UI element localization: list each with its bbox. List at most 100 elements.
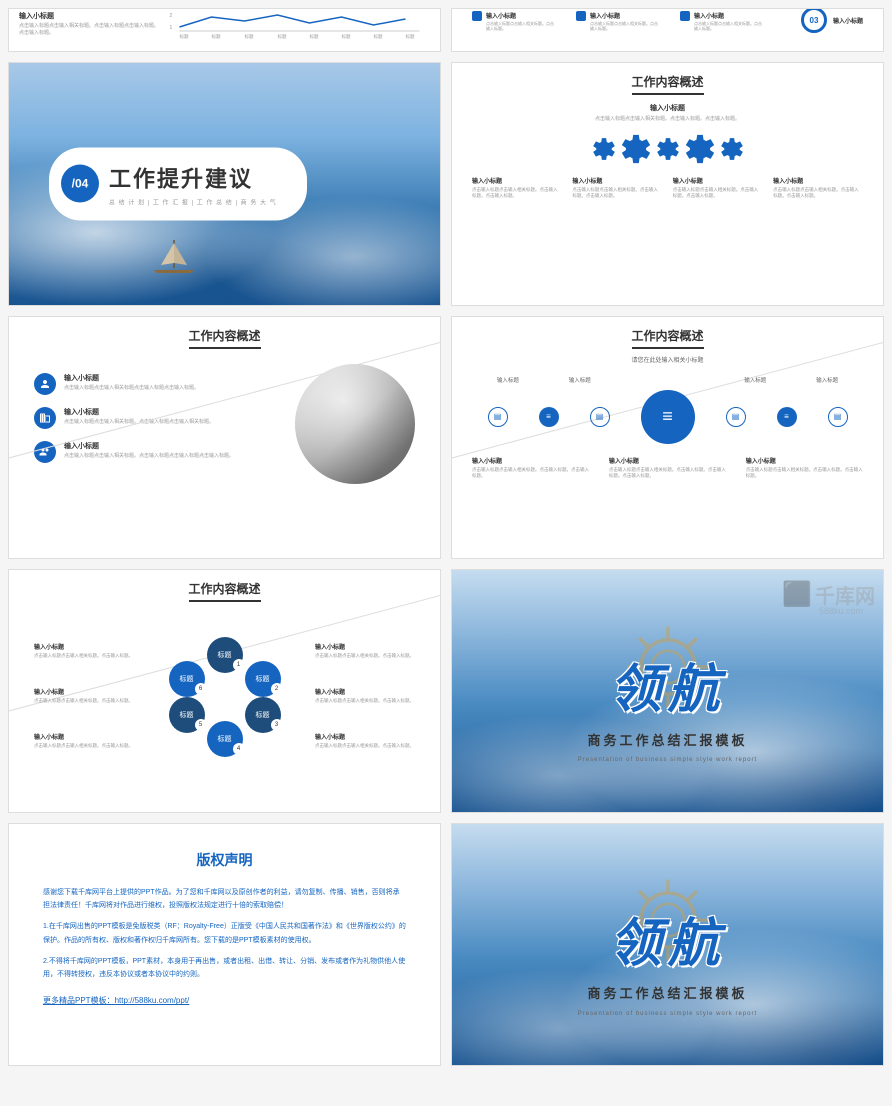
svg-text:标题: 标题 [406, 33, 415, 39]
square-icon [472, 11, 482, 21]
gear-icon [619, 132, 653, 166]
svg-text:标题: 标题 [374, 33, 383, 39]
copyright-p2: 1.在千库网出售的PPT模板是免版税类（RF：Royalty-Free）正版受《… [43, 920, 406, 947]
side-title: 输入小标题 [34, 687, 134, 696]
copyright-p3: 2.不得将千库网的PPT模板，PPT素材，本身用于再出售，或者出租、出借、转让、… [43, 955, 406, 982]
slide-cover-end: 领航 商务工作总结汇报模板 Presentation of business s… [451, 823, 884, 1067]
item-title: 输入小标题 [64, 373, 199, 383]
slide-icon-list: 工作内容概述 输入小标题点击输入标题点击输入相关标题点击输入标题点击输入标题。 … [8, 316, 441, 560]
feature-item: 输入小标题 点击输入标题点击输入相关标题。点击输入标题。 [576, 11, 660, 31]
copyright-title: 版权声明 [43, 850, 406, 870]
item-text: 点击输入标题点击输入相关标题。点击输入标题。 [486, 21, 556, 31]
watermark: ⬛千库网 [782, 580, 875, 609]
doc-icon: ▤ [488, 407, 508, 427]
side-body: 点击输入标题点击输入相关标题。点击输入标题。 [315, 653, 415, 659]
slide-partial-chart: 输入小标题 点击输入标题点击输入相关标题。点击输入标题点击输入标题。点击输入标题… [8, 8, 441, 52]
bubble: 标题 [169, 661, 205, 697]
gear-icon [655, 136, 681, 162]
slide-center-circle: 工作内容概述 请您在此处输入相关小标题 输入标题 输入标题 输入标题 输入标题 … [451, 316, 884, 560]
item-title: 输入小标题 [590, 11, 660, 20]
side-body: 点击输入标题点击输入相关标题。点击输入标题。 [34, 743, 134, 749]
item-text: 点击输入标题点击输入相关标题。点击输入标题。 [590, 21, 660, 31]
feature-item: 输入小标题 点击输入标题点击输入相关标题。点击输入标题。 [680, 11, 764, 31]
svg-text:标题: 标题 [278, 33, 287, 39]
section-number: /04 [61, 165, 99, 203]
col-text: 点击输入标题点击输入相关标题。点击输入标题。点击输入标题。 [572, 187, 662, 200]
item-title: 输入小标题 [486, 11, 556, 20]
cover-subtitle: 商务工作总结汇报模板 [587, 730, 747, 749]
line-chart: 2 1 标题 标题 标题 标题 标题 标题 标题 标题 [169, 9, 430, 39]
cover-english: Presentation of business simple style wo… [578, 1011, 757, 1017]
link-url[interactable]: http://588ku.com/ppt/ [115, 996, 190, 1005]
tag: 输入标题 [569, 376, 591, 384]
list-item: 输入小标题点击输入标题点击输入相关标题点击输入标题点击输入标题。 [34, 373, 275, 395]
column: 输入小标题点击输入标题点击输入相关标题。点击输入标题。点击输入标题。 [673, 176, 763, 200]
side-text: 输入小标题点击输入标题点击输入相关标题。点击输入标题。 [34, 732, 134, 749]
slide-cover: ⬛千库网 588ku.com 领航 商务工作总结汇报模板 Presentatio… [451, 569, 884, 813]
col-text: 点击输入标题点击输入相关标题。点击输入标题。点击输入标题。 [746, 467, 863, 480]
bubble: 标题 [245, 697, 281, 733]
slide-section-divider: /04 工作提升建议 总 结 计 划 | 工 作 汇 报 | 工 作 总 结 |… [8, 62, 441, 306]
col-text: 点击输入标题点击输入相关标题。点击输入标题。点击输入标题。点击输入标题。 [609, 467, 726, 480]
item-title: 输入小标题 [694, 11, 764, 20]
cover-title: 领航 [609, 901, 725, 976]
tag: 输入标题 [744, 376, 766, 384]
gear-icon [591, 136, 617, 162]
col-title: 输入小标题 [773, 176, 863, 185]
cover-title: 领航 [609, 647, 725, 722]
slide-copyright: 版权声明 感谢您下载千库网平台上提供的PPT作品。为了您和千库网以及原创作者的利… [8, 823, 441, 1067]
col-title: 输入小标题 [609, 456, 726, 465]
right-title: 输入小标题 [833, 16, 863, 25]
svg-text:标题: 标题 [245, 33, 254, 39]
subtitle: 输入小标题 [19, 11, 159, 21]
slide-hex-bubbles: 工作内容概述 标题 标题 标题 标题 标题 标题 输入小标题点击输入标题点击输入… [8, 569, 441, 813]
side-title: 输入小标题 [34, 732, 134, 741]
svg-text:2: 2 [170, 13, 173, 19]
side-body: 点击输入标题点击输入相关标题。点击输入标题。 [315, 698, 415, 704]
item-text: 点击输入标题点击输入相关标题。点击输入标题点击输入标题点击输入标题。 [64, 453, 234, 460]
doc-icon: ▤ [828, 407, 848, 427]
doc-icon: ▤ [590, 407, 610, 427]
column: 输入小标题点击输入标题点击输入相关标题。点击输入标题。点击输入标题。 [472, 176, 562, 200]
svg-text:1: 1 [170, 25, 173, 31]
side-text: 输入小标题点击输入标题点击输入相关标题。点击输入标题。 [34, 642, 134, 659]
side-body: 点击输入标题点击输入相关标题。点击输入标题。 [315, 743, 415, 749]
slide-gears: 工作内容概述 输入小标题 点击输入标题点击输入相关标题。点击输入标题。点击输入标… [451, 62, 884, 306]
side-text: 输入小标题点击输入标题点击输入相关标题。点击输入标题。 [315, 642, 415, 659]
column: 输入小标题点击输入标题点击输入相关标题。点击输入标题。点击输入标题。点击输入标题… [609, 456, 726, 480]
slide-partial-icons: 输入小标题 点击输入标题点击输入相关标题。点击输入标题。 输入小标题 点击输入标… [451, 8, 884, 52]
column: 输入小标题点击输入标题点击输入相关标题。点击输入标题。点击输入标题。 [472, 456, 589, 480]
watermark-url: 588ku.com [819, 606, 863, 616]
col-title: 输入小标题 [746, 456, 863, 465]
item-text: 点击输入标题点击输入相关标题点击输入标题点击输入标题。 [64, 385, 199, 392]
top-subtitle: 输入小标题 [462, 103, 873, 113]
side-title: 输入小标题 [34, 642, 134, 651]
col-title: 输入小标题 [673, 176, 763, 185]
bubble: 标题 [207, 637, 243, 673]
list-icon: ≡ [539, 407, 559, 427]
top-text: 点击输入标题点击输入相关标题。点击输入标题。点击输入标题。 [462, 115, 873, 122]
square-icon [680, 11, 690, 21]
column: 输入小标题点击输入标题点击输入相关标题。点击输入标题。点击输入标题。 [746, 456, 863, 480]
link-row: 更多精品PPT模板：http://588ku.com/ppt/ [43, 995, 406, 1006]
slide-title: 工作内容概述 [188, 327, 260, 349]
side-text: 输入小标题点击输入标题点击输入相关标题。点击输入标题。 [34, 687, 134, 704]
svg-text:标题: 标题 [310, 33, 319, 39]
section-title: 工作提升建议 [109, 161, 277, 193]
doc-icon: ▤ [726, 407, 746, 427]
tag: 输入标题 [816, 376, 838, 384]
side-title: 输入小标题 [315, 642, 415, 651]
cover-english: Presentation of business simple style wo… [578, 757, 757, 763]
person-icon [34, 373, 56, 395]
col-text: 点击输入标题点击输入相关标题。点击输入标题。点击输入标题。 [773, 187, 863, 200]
side-body: 点击输入标题点击输入相关标题。点击输入标题。 [34, 698, 134, 704]
subtitle: 请您在此处输入相关小标题 [462, 355, 873, 364]
copyright-p1: 感谢您下载千库网平台上提供的PPT作品。为了您和千库网以及原创作者的利益，请勿复… [43, 886, 406, 913]
side-title: 输入小标题 [315, 732, 415, 741]
slide-title: 工作内容概述 [631, 327, 703, 349]
gear-icon [719, 136, 745, 162]
people-icon [34, 441, 56, 463]
item-text: 点击输入标题点击输入相关标题。点击输入标题。 [694, 21, 764, 31]
circle-image [295, 364, 415, 484]
slide-title: 工作内容概述 [631, 73, 703, 95]
